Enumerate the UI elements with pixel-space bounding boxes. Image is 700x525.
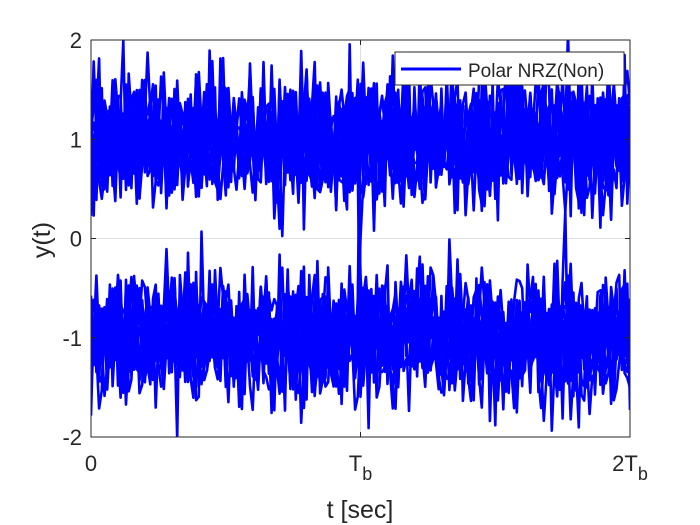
series-traces	[91, 40, 630, 437]
y-tick-label: 0	[70, 227, 82, 252]
legend: Polar NRZ(Non)	[394, 51, 625, 86]
y-tick-label: -1	[62, 326, 82, 351]
series-trace	[91, 254, 630, 412]
y-axis-ticks: -2 -1 0 1 2	[62, 28, 630, 450]
series-trace	[91, 61, 630, 394]
x-axis-label: t [sec]	[327, 496, 394, 524]
y-tick-label: -2	[62, 425, 82, 450]
y-axis-label: y(t)	[28, 222, 56, 258]
legend-entry: Polar NRZ(Non)	[468, 61, 604, 82]
series-trace	[91, 266, 630, 425]
x-tick-label: 0	[85, 451, 97, 476]
x-axis-ticks: 0 Tb 2Tb	[85, 40, 648, 484]
y-tick-label: 2	[70, 28, 82, 53]
x-tick-label: 2Tb	[612, 451, 648, 484]
y-tick-label: 1	[70, 127, 82, 152]
x-tick-label: Tb	[349, 451, 372, 484]
